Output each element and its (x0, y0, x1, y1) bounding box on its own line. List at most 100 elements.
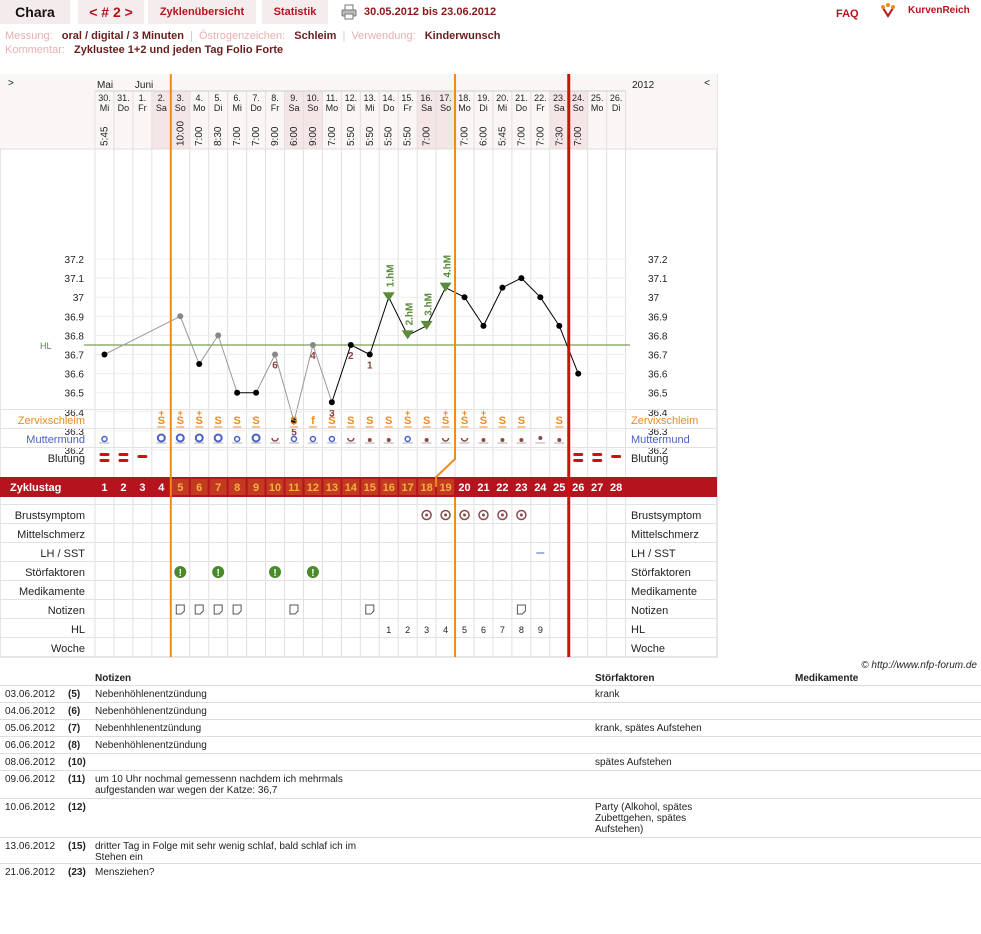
row-label-hl: HL (71, 624, 85, 636)
day-weekday-label: Mo (193, 103, 206, 113)
ytick-label-right: 36.7 (648, 351, 668, 362)
high-measure-marker (420, 320, 433, 330)
cycle-day-number: 19 (439, 482, 451, 494)
breast-symptom-icon (421, 509, 432, 521)
high-measure-marker (401, 330, 414, 340)
ytick-label-left: 36.3 (65, 427, 85, 438)
cycle-day-cell-bg (228, 479, 246, 495)
row-label-right-brust: Brustsymptom (631, 510, 701, 522)
day-date-label: 23. (553, 93, 566, 103)
cycle-day-number: 6 (196, 482, 202, 494)
high-measure-label: 3.hM (424, 293, 435, 316)
top-bar: Chara < # 2 > Zyklenübersicht Statistik … (0, 0, 981, 26)
cycle-day-cell-bg (304, 479, 322, 495)
cervical-mucus-symbol: S (556, 415, 563, 427)
temp-point (253, 389, 260, 396)
weekend-column-bg (417, 91, 437, 149)
notes-row: 04.06.2012 (6) Nebenhöhlenentzündung (0, 702, 981, 720)
day-weekday-label: So (440, 103, 451, 113)
zyklustag-label: Zyklustag (10, 482, 61, 494)
day-weekday-label: Mo (591, 103, 604, 113)
row-label-woche: Woche (51, 643, 85, 655)
high-measure-marker (382, 292, 395, 302)
day-weekday-label: Do (383, 103, 395, 113)
temp-point (366, 351, 373, 358)
temp-line-segment (312, 344, 333, 403)
notes-disturbance: spätes Aufstehen (595, 757, 672, 768)
temp-line-segment (369, 297, 390, 355)
notes-row: 08.06.2012 (10) spätes Aufstehen (0, 753, 981, 771)
row-label-right-muttermund: Muttermund (631, 434, 690, 446)
cycle-day-cell-bg (190, 479, 208, 495)
measure-time-label: 5:50 (346, 126, 357, 146)
tab-statistics[interactable]: Statistik (262, 0, 328, 24)
notes-text: Nebenhhlenentzündung (95, 723, 202, 734)
notes-disturbance: krank, spätes Aufstehen (595, 723, 702, 734)
row-label-right-mittel: Mittelschmerz (631, 529, 699, 541)
cervical-mucus-symbol: S (328, 415, 335, 427)
high-level-count: 2 (405, 625, 410, 635)
measure-time-label: 7:00 (535, 126, 546, 146)
cervix-closed-icon (367, 438, 372, 442)
nav-prev-button[interactable]: > (8, 78, 14, 89)
messung-label: Messung: (5, 30, 53, 42)
cycle-day-cell-bg (171, 479, 189, 495)
day-weekday-label: Mi (365, 103, 375, 113)
kurvenreich-logo-icon[interactable] (880, 2, 980, 20)
cervix-medium-icon (290, 435, 298, 443)
disturbance-icon-mark: ! (179, 568, 182, 579)
notes-cycle-day: (12) (68, 802, 86, 813)
cycle-day-number: 4 (158, 482, 165, 494)
brand-name[interactable]: KurvenReich (908, 5, 970, 16)
note-icon (175, 604, 185, 615)
low-count-label: 4 (310, 351, 316, 362)
day-date-label: 14. (382, 93, 395, 103)
temp-point (290, 418, 297, 425)
row-label-right-cervix: Zervixschleim (631, 415, 698, 427)
measure-time-label: 7:00 (194, 126, 205, 146)
low-count-label: 3 (329, 408, 335, 419)
day-date-label: 25. (591, 93, 604, 103)
note-icon (194, 604, 204, 615)
cycle-day-number: 28 (610, 482, 622, 494)
row-label-cervix: Zervixschleim (18, 415, 85, 427)
day-date-label: 7. (252, 93, 260, 103)
notes-date: 10.06.2012 (5, 802, 56, 813)
weekend-column-bg (436, 91, 456, 149)
temp-point (177, 313, 184, 320)
print-icon[interactable] (341, 4, 357, 20)
nav-next-button[interactable]: < (704, 78, 710, 89)
breast-symptom-dot (425, 513, 429, 517)
notes-disturbance: Party (Alkohol, spätes Zubettgehen, spät… (595, 802, 693, 835)
temp-line-segment (274, 354, 295, 422)
bleeding-mark (99, 459, 110, 462)
cervical-mucus-symbol: S (423, 415, 430, 427)
day-weekday-label: Sa (554, 103, 565, 113)
high-measure-label: 1.hM (386, 264, 397, 287)
cycle-day-cell-bg (437, 479, 455, 495)
temp-point (101, 351, 108, 358)
faq-link[interactable]: FAQ (836, 8, 859, 20)
bleeding-mark (137, 455, 148, 458)
bleeding-mark (573, 459, 584, 462)
day-date-label: 11. (326, 93, 338, 103)
temp-line-segment (179, 316, 200, 365)
weekend-column-bg (170, 91, 190, 149)
breast-symptom-icon (440, 509, 451, 521)
day-date-label: 5. (214, 93, 222, 103)
day-weekday-label: Fr (138, 103, 147, 113)
cervical-mucus-symbol: S (252, 415, 259, 427)
cervix-closed-icon (481, 438, 486, 442)
row-label-mittel: Mittelschmerz (17, 529, 85, 541)
kommentar-value: Zyklustee 1+2 und jeden Tag Folio Forte (73, 44, 284, 56)
temp-line-segment (464, 296, 484, 327)
high-level-count: 4 (443, 625, 448, 635)
cervical-mucus-symbol: S (215, 415, 222, 427)
cycle-nav[interactable]: < # 2 > (78, 0, 144, 24)
disturbance-icon-mark: ! (273, 568, 276, 579)
cervix-half-icon (460, 437, 469, 442)
tab-cycle-overview[interactable]: Zyklenübersicht (148, 0, 256, 24)
meta-line-2: Kommentar: Zyklustee 1+2 und jeden Tag F… (5, 44, 283, 56)
row-label-right-lh: LH / SST (631, 548, 676, 560)
low-count-label: 6 (272, 361, 278, 372)
